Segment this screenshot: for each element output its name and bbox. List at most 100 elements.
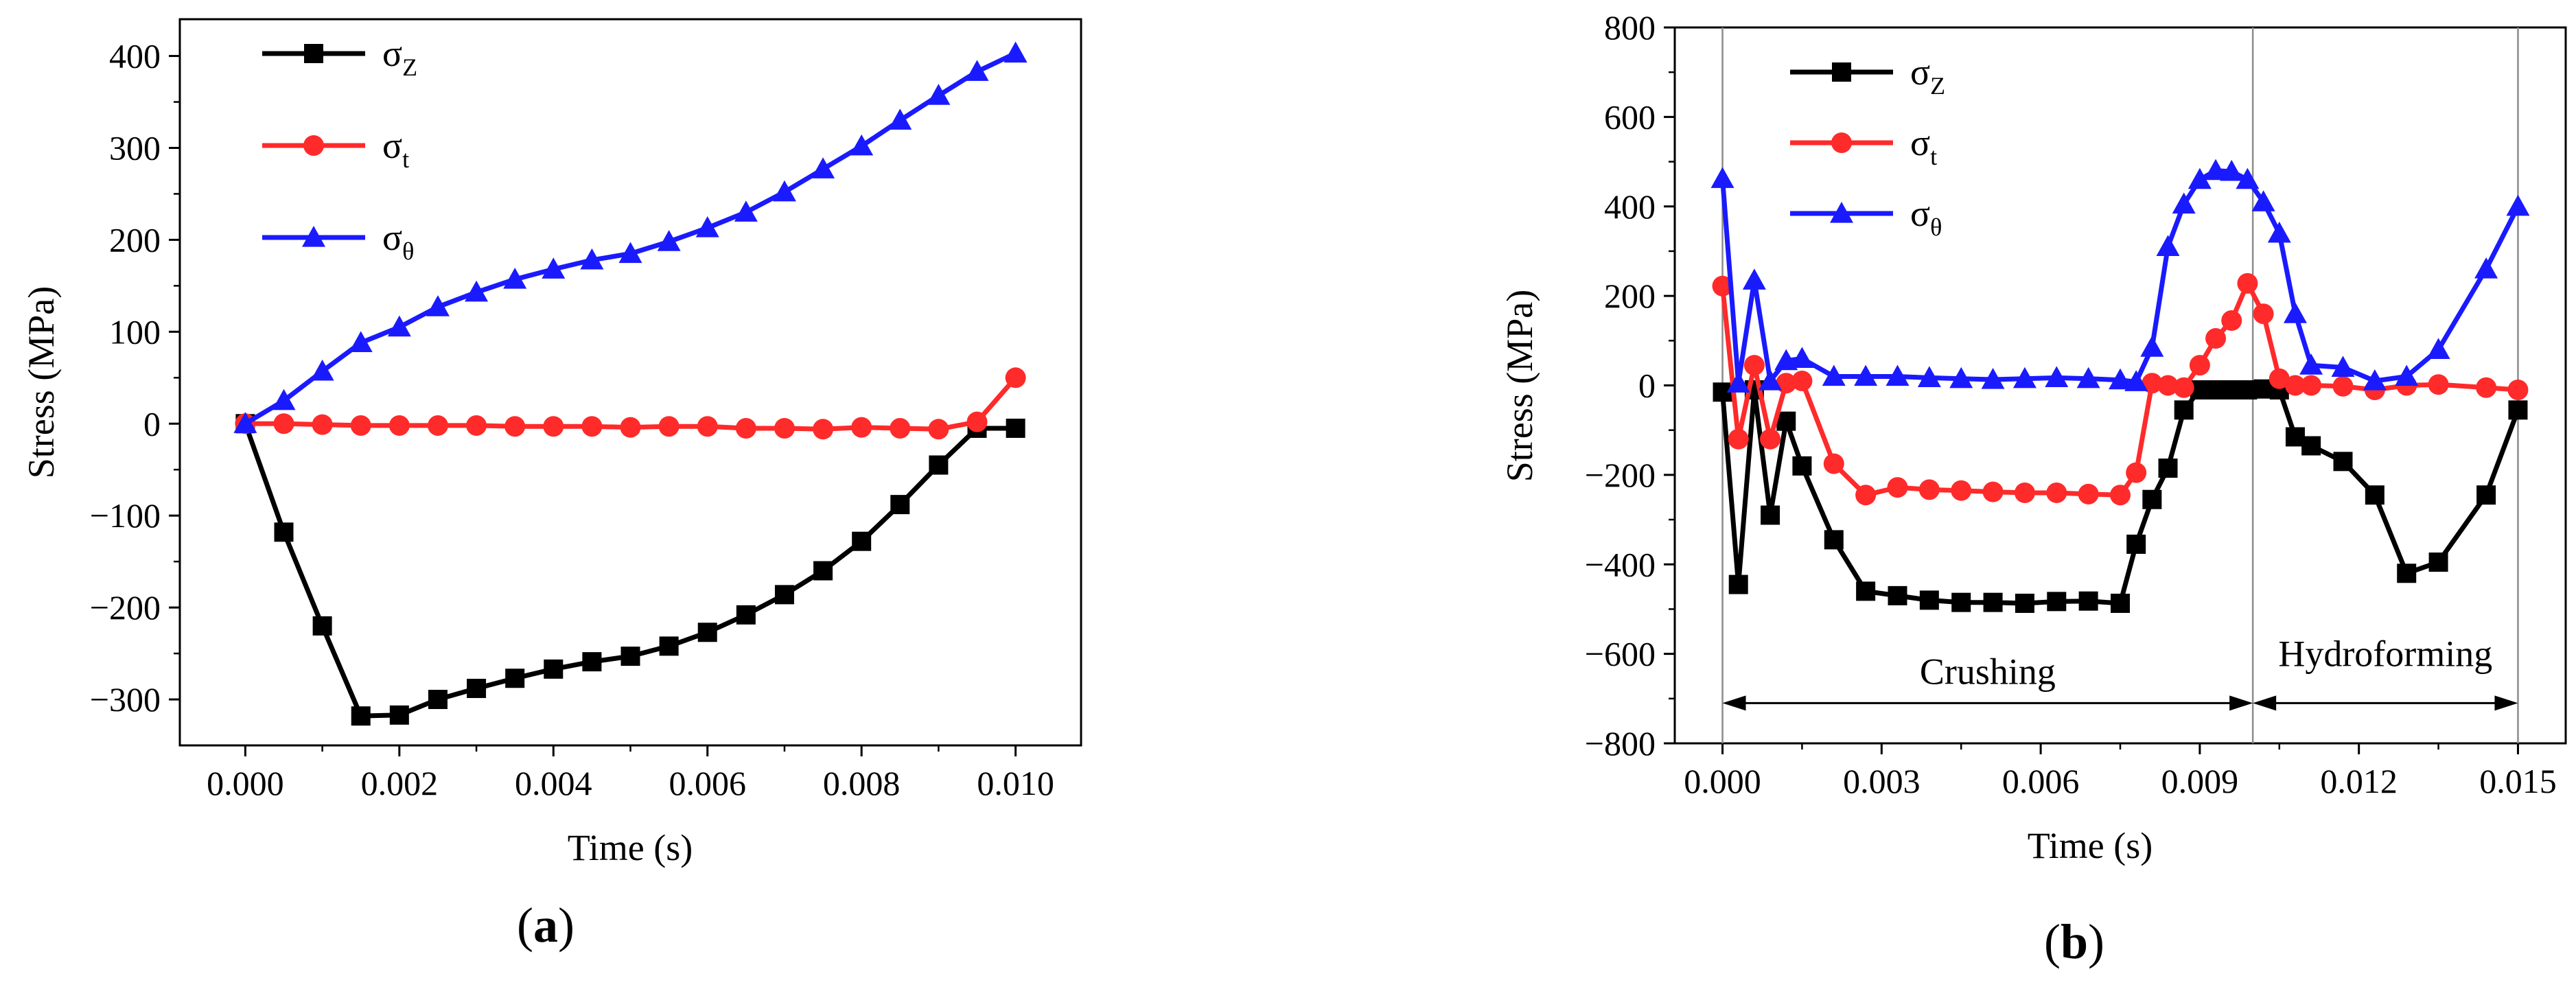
point-sigma_t (2268, 368, 2290, 389)
y-tick-label: 200 (109, 220, 161, 259)
point-sigma_theta (2506, 194, 2530, 216)
y-tick-label: 400 (1604, 187, 1656, 226)
point-sigma_theta (349, 331, 373, 353)
legend-label: σt (382, 125, 409, 173)
point-sigma_t (2205, 328, 2227, 349)
point-sigma_t (504, 416, 526, 437)
point-sigma_theta (2474, 257, 2498, 279)
x-tick-label: 0.015 (2479, 762, 2557, 800)
point-sigma_z (890, 495, 910, 515)
point-sigma_theta (888, 108, 912, 130)
annotation-label: Crushing (1920, 651, 2056, 693)
point-sigma_t (2046, 482, 2067, 503)
series-sigma_z (1713, 379, 2528, 613)
point-sigma_t (697, 416, 718, 437)
point-sigma_theta (1726, 371, 1750, 393)
point-sigma_z (1919, 590, 1939, 610)
y-tick-label: 100 (109, 312, 161, 351)
point-sigma_theta (772, 180, 796, 202)
series-sigma_theta (1710, 159, 2530, 393)
series-sigma_t (1712, 272, 2529, 506)
point-sigma_z (659, 636, 679, 656)
y-tick-label: 600 (1604, 97, 1656, 136)
point-sigma_t (2078, 483, 2099, 504)
x-tick-label: 0.006 (669, 764, 746, 802)
point-sigma_theta (2045, 366, 2069, 388)
line-sigma_t (1720, 281, 2518, 498)
point-sigma_z (1792, 456, 1812, 476)
y-tick-label: −300 (90, 680, 161, 719)
y-tick-label: 0 (1638, 367, 1656, 405)
point-sigma_t (1760, 428, 1781, 450)
chart-b: 0.000 0.003 0.006 0.009 0.012 0.015 −800−600−… (1499, 8, 2567, 969)
point-sigma_z (1006, 418, 1025, 438)
point-sigma_theta (618, 242, 642, 264)
x-tick-label: 0.002 (361, 764, 439, 802)
point-sigma_t (2253, 303, 2274, 325)
legend-marker (303, 135, 324, 156)
point-sigma_z (2047, 592, 2067, 612)
point-sigma_t (1712, 275, 1733, 297)
point-sigma_z (2508, 400, 2528, 420)
legend-label: σZ (1910, 51, 1945, 100)
point-sigma_t (2014, 482, 2035, 503)
point-sigma_t (466, 415, 487, 436)
y-ticks-a: −300 −200 −100 0 100 200 300 400 (90, 37, 180, 719)
legend-item-sigma_t: σt (262, 125, 409, 173)
panel-label-a: (a) (517, 898, 575, 953)
y-tick-label: −600 (1585, 635, 1656, 673)
point-sigma_z (697, 623, 717, 642)
point-sigma_z (351, 706, 371, 726)
x-tick-label: 0.000 (1684, 762, 1761, 800)
point-sigma_theta (1759, 369, 1783, 391)
x-tick-label: 0.006 (2002, 762, 2080, 800)
point-sigma_t (1743, 355, 1765, 376)
point-sigma_theta (2267, 221, 2291, 243)
legend-marker (302, 226, 325, 247)
point-sigma_t (1951, 480, 1972, 501)
point-sigma_theta (1774, 349, 1798, 371)
point-sigma_z (274, 522, 294, 542)
point-sigma_z (1983, 592, 2003, 612)
point-sigma_z (389, 705, 409, 725)
x-tick-label: 0.010 (977, 764, 1054, 802)
x-ticks-b: 0.000 0.003 0.006 0.009 0.012 0.015 (1684, 743, 2557, 800)
point-sigma_z (1761, 505, 1780, 525)
point-sigma_t (2173, 377, 2194, 398)
point-sigma_theta (965, 60, 989, 81)
legend-b: σZ σt σθ (1790, 51, 1945, 241)
point-sigma_t (273, 413, 294, 434)
legend-marker (1831, 132, 1852, 153)
point-sigma_z (1856, 581, 1876, 601)
series-b (1710, 159, 2530, 613)
point-sigma_t (2507, 380, 2529, 401)
point-sigma_theta (695, 216, 719, 237)
point-sigma_theta (2012, 367, 2037, 388)
point-sigma_z (2111, 593, 2130, 613)
point-sigma_t (1791, 370, 1813, 391)
point-sigma_theta (2172, 192, 2196, 214)
point-sigma_theta (1742, 268, 1766, 290)
point-sigma_z (467, 678, 487, 698)
point-sigma_t (966, 411, 988, 432)
x-axis-label-b: Time (s) (2028, 825, 2153, 866)
point-sigma_t (1728, 428, 1749, 450)
point-sigma_t (1855, 485, 1877, 506)
point-sigma_z (1951, 592, 1971, 612)
point-sigma_t (581, 416, 603, 437)
arrowhead-left (1722, 695, 1746, 711)
x-tick-label: 0.004 (515, 764, 592, 802)
point-sigma_theta (1981, 368, 2005, 389)
point-sigma_z (2126, 534, 2146, 554)
point-sigma_z (428, 690, 448, 710)
y-ticks-b: −800 −600 −400 −200 0 200 400 600 800 (1585, 8, 1675, 763)
point-sigma_theta (580, 248, 604, 270)
y-tick-label: −100 (90, 496, 161, 535)
point-sigma_t (928, 419, 949, 440)
legend-item-sigma_theta: σθ (1790, 193, 1942, 241)
point-sigma_t (2221, 310, 2242, 331)
x-tick-label: 0.008 (823, 764, 901, 802)
point-sigma_z (2158, 458, 2178, 478)
